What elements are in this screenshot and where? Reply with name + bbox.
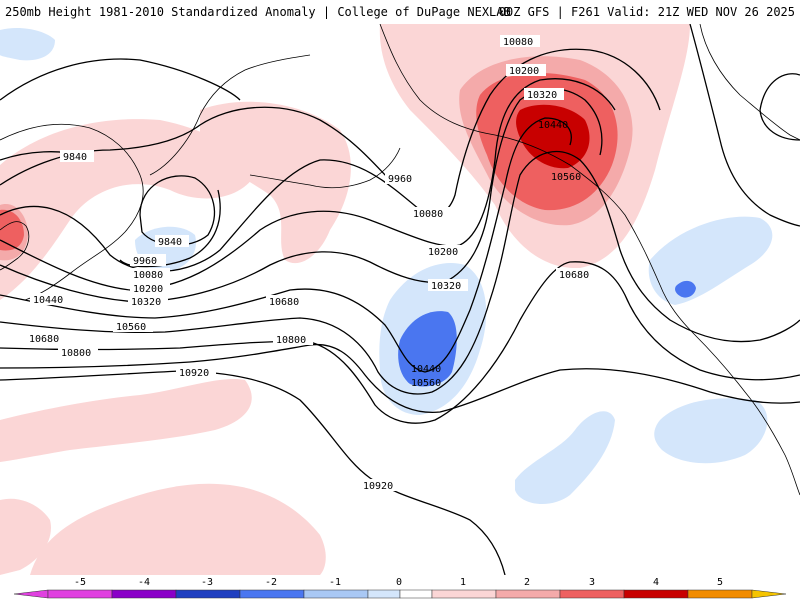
anomaly-region <box>398 311 457 387</box>
anomaly-region <box>0 28 55 61</box>
contour-label: 10320 <box>431 281 461 292</box>
contour-label: 10560 <box>411 378 441 389</box>
header: 250mb Height 1981-2010 Standardized Anom… <box>0 0 800 24</box>
contour-label: 10320 <box>527 90 557 101</box>
anomaly-region <box>0 209 24 251</box>
colorbar-ticks: -5 -4 -3 -2 -1 0 1 2 3 4 5 <box>74 577 723 588</box>
contour-label: 10080 <box>413 209 443 220</box>
coastline-hudson <box>699 24 800 141</box>
colorbar-tick-label: -5 <box>74 577 86 588</box>
colorbar-swatch <box>687 589 753 599</box>
contour-label: 10320 <box>131 297 161 308</box>
contour-label: 10080 <box>503 37 533 48</box>
contour-label: 10680 <box>269 297 299 308</box>
colorbar-swatch <box>47 589 113 599</box>
coastline-japan <box>0 221 30 271</box>
contour-label: 10680 <box>29 334 59 345</box>
colorbar-swatch <box>399 589 433 599</box>
contour-label: 10920 <box>179 368 209 379</box>
colorbar-swatch <box>175 589 241 599</box>
colorbar-arrow-right <box>751 589 787 599</box>
contour-label: 10800 <box>276 335 306 346</box>
coastline-asia <box>0 123 144 301</box>
anomaly-region <box>516 104 590 169</box>
anomaly-region <box>515 411 615 505</box>
contour-label: 10080 <box>133 270 163 281</box>
contour-label: 10440 <box>33 295 63 306</box>
contour-label: 9840 <box>158 237 182 248</box>
contour-labels: 9840 9840 9960 9960 10080 10080 10080 10… <box>26 35 596 492</box>
contour-10440 <box>0 117 572 373</box>
anomaly-shading <box>0 24 773 575</box>
contour-10080 <box>0 48 661 272</box>
contour-mid-west-loop <box>689 24 800 227</box>
contour-label: 9960 <box>388 174 412 185</box>
anomaly-region <box>0 498 51 575</box>
anomaly-map: 9840 9840 9960 9960 10080 10080 10080 10… <box>0 24 800 575</box>
anomaly-region <box>654 398 768 464</box>
colorbar-tick-label: -4 <box>138 577 150 588</box>
contour-label: 10560 <box>551 172 581 183</box>
anomaly-region <box>675 280 696 298</box>
contour-label: 10920 <box>363 481 393 492</box>
colorbar-tick-label: 5 <box>717 577 723 588</box>
contour-label: 10200 <box>509 66 539 77</box>
colorbar-swatches <box>13 589 787 599</box>
contour-10920 <box>0 370 506 575</box>
colorbar-swatch <box>367 589 401 599</box>
contour-label: 10560 <box>116 322 146 333</box>
contour-ne-low <box>759 73 800 141</box>
anomaly-region <box>200 101 351 264</box>
contour-10800 <box>0 343 800 414</box>
colorbar: -5 -4 -3 -2 -1 0 1 2 3 4 5 <box>0 575 800 600</box>
colorbar-swatch <box>303 589 369 599</box>
anomaly-region <box>0 119 255 300</box>
map-title: 250mb Height 1981-2010 Standardized Anom… <box>5 5 511 19</box>
contour-label: 10680 <box>559 270 589 281</box>
contour-10680 <box>0 261 800 424</box>
colorbar-swatch <box>623 589 689 599</box>
colorbar-tick-label: 2 <box>524 577 530 588</box>
colorbar-swatch <box>495 589 561 599</box>
contour-10560 <box>0 151 800 395</box>
colorbar-tick-label: -1 <box>329 577 341 588</box>
colorbar-arrow-left <box>13 589 49 599</box>
colorbar-tick-label: 3 <box>589 577 595 588</box>
colorbar-tick-label: 0 <box>396 577 402 588</box>
colorbar-tick-label: 4 <box>653 577 659 588</box>
colorbar-swatch <box>559 589 625 599</box>
coastline-aleutians <box>249 147 401 189</box>
anomaly-region <box>648 216 773 305</box>
colorbar-tick-label: 1 <box>460 577 466 588</box>
colorbar-tick-label: -2 <box>265 577 277 588</box>
coastline-alaska <box>379 24 661 286</box>
contour-label: 9960 <box>133 256 157 267</box>
anomaly-region <box>0 378 252 462</box>
coastline-kamchatka <box>149 54 311 176</box>
contour-label: 10440 <box>411 364 441 375</box>
colorbar-swatch <box>431 589 497 599</box>
contour-label: 9840 <box>63 152 87 163</box>
contour-label: 10440 <box>538 120 568 131</box>
contour-label: 10200 <box>133 284 163 295</box>
anomaly-region <box>30 483 326 575</box>
run-valid-time: 00Z GFS | F261 Valid: 21Z WED NOV 26 202… <box>498 5 795 19</box>
colorbar-swatch <box>239 589 305 599</box>
contour-label: 10200 <box>428 247 458 258</box>
coastlines <box>0 24 800 496</box>
colorbar-tick-label: -3 <box>201 577 213 588</box>
contour-label: 10800 <box>61 348 91 359</box>
colorbar-swatch <box>111 589 177 599</box>
coastline-na-west <box>659 284 800 496</box>
